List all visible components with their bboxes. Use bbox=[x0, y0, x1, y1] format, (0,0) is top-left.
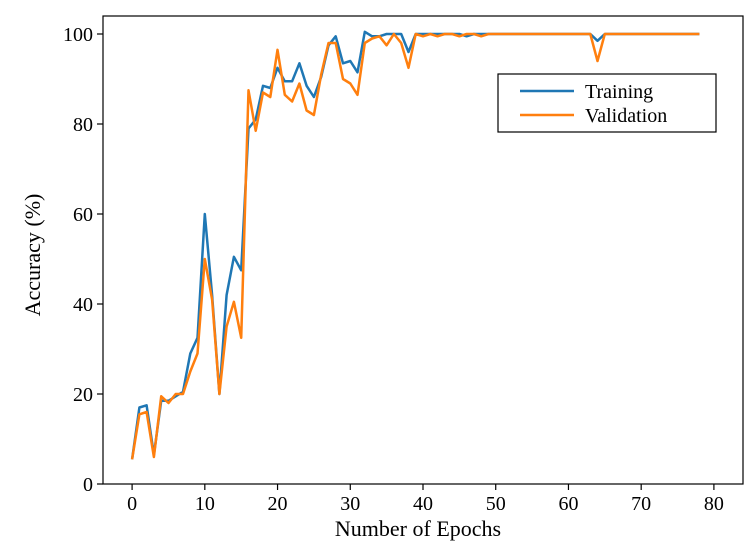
y-tick-label: 20 bbox=[73, 384, 93, 406]
legend-label-training: Training bbox=[585, 81, 653, 103]
x-tick-label: 60 bbox=[558, 493, 578, 515]
y-tick-label: 0 bbox=[83, 474, 93, 496]
y-tick-label: 100 bbox=[63, 24, 93, 46]
x-tick-label: 40 bbox=[413, 493, 433, 515]
series-line-validation bbox=[130, 32, 700, 460]
y-tick-label: 60 bbox=[73, 204, 93, 226]
x-tick-label: 80 bbox=[704, 493, 724, 515]
legend-label-validation: Validation bbox=[585, 105, 667, 127]
x-tick-label: 70 bbox=[631, 493, 651, 515]
x-axis-ticks: 0 10 20 30 40 50 60 70 80 bbox=[127, 484, 724, 515]
x-tick-label: 10 bbox=[195, 493, 215, 515]
x-tick-label: 50 bbox=[486, 493, 506, 515]
legend-box bbox=[497, 73, 717, 133]
y-tick-label: 80 bbox=[73, 114, 93, 136]
y-axis-ticks: 0 20 40 60 80 100 bbox=[63, 24, 103, 496]
x-axis-label: Number of Epochs bbox=[335, 516, 501, 541]
x-tick-label: 20 bbox=[268, 493, 288, 515]
legend: Training Validation bbox=[497, 73, 717, 133]
y-axis-label: Accuracy (%) bbox=[20, 194, 45, 317]
x-tick-label: 30 bbox=[340, 493, 360, 515]
y-tick-label: 40 bbox=[73, 294, 93, 316]
x-tick-label: 0 bbox=[127, 493, 137, 515]
series-lines bbox=[130, 30, 700, 460]
